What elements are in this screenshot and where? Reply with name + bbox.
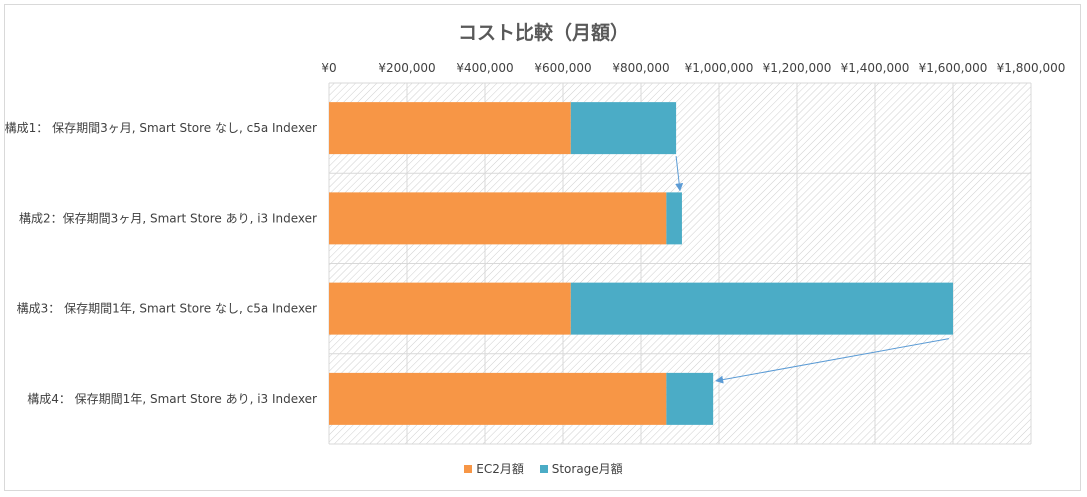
x-tick-label: ¥400,000 — [456, 61, 513, 75]
x-tick-label: ¥200,000 — [378, 61, 435, 75]
category-label: 構成3： 保存期間1年, Smart Store なし, c5a Indexer — [17, 302, 317, 316]
x-tick-label: ¥1,000,000 — [685, 61, 754, 75]
bar-ec2 — [329, 102, 571, 155]
x-tick-label: ¥0 — [321, 61, 336, 75]
bar-storage — [666, 372, 714, 425]
annotation-arrow — [675, 156, 684, 192]
bar-storage — [570, 102, 677, 155]
annotation-arrow — [715, 338, 950, 384]
legend: EC2月額 Storage月額 — [0, 460, 1087, 477]
x-tick-label: ¥1,400,000 — [841, 61, 910, 75]
legend-item-ec2: EC2月額 — [464, 460, 524, 477]
bar-ec2 — [329, 192, 667, 245]
bar-storage — [570, 282, 953, 335]
bar-ec2 — [329, 282, 571, 335]
legend-swatch-ec2 — [464, 464, 473, 473]
legend-label-storage: Storage月額 — [551, 462, 623, 476]
legend-swatch-storage — [539, 464, 548, 473]
x-tick-label: ¥1,200,000 — [763, 61, 832, 75]
chart-title: コスト比較（月額） — [457, 22, 629, 44]
bar-storage — [666, 192, 682, 245]
x-tick-label: ¥1,800,000 — [997, 61, 1066, 75]
x-tick-label: ¥1,600,000 — [919, 61, 988, 75]
bar-ec2 — [329, 372, 667, 425]
category-label: 構成4： 保存期間1年, Smart Store あり, i3 Indexer — [27, 392, 317, 406]
x-tick-label: ¥800,000 — [612, 61, 669, 75]
category-label: 構成1： 保存期間3ヶ月, Smart Store なし, c5a Indexe… — [5, 121, 317, 135]
x-tick-label: ¥600,000 — [534, 61, 591, 75]
category-label: 構成2：保存期間3ヶ月, Smart Store あり, i3 Indexer — [19, 211, 317, 225]
legend-item-storage: Storage月額 — [539, 460, 623, 477]
legend-label-ec2: EC2月額 — [476, 462, 524, 476]
